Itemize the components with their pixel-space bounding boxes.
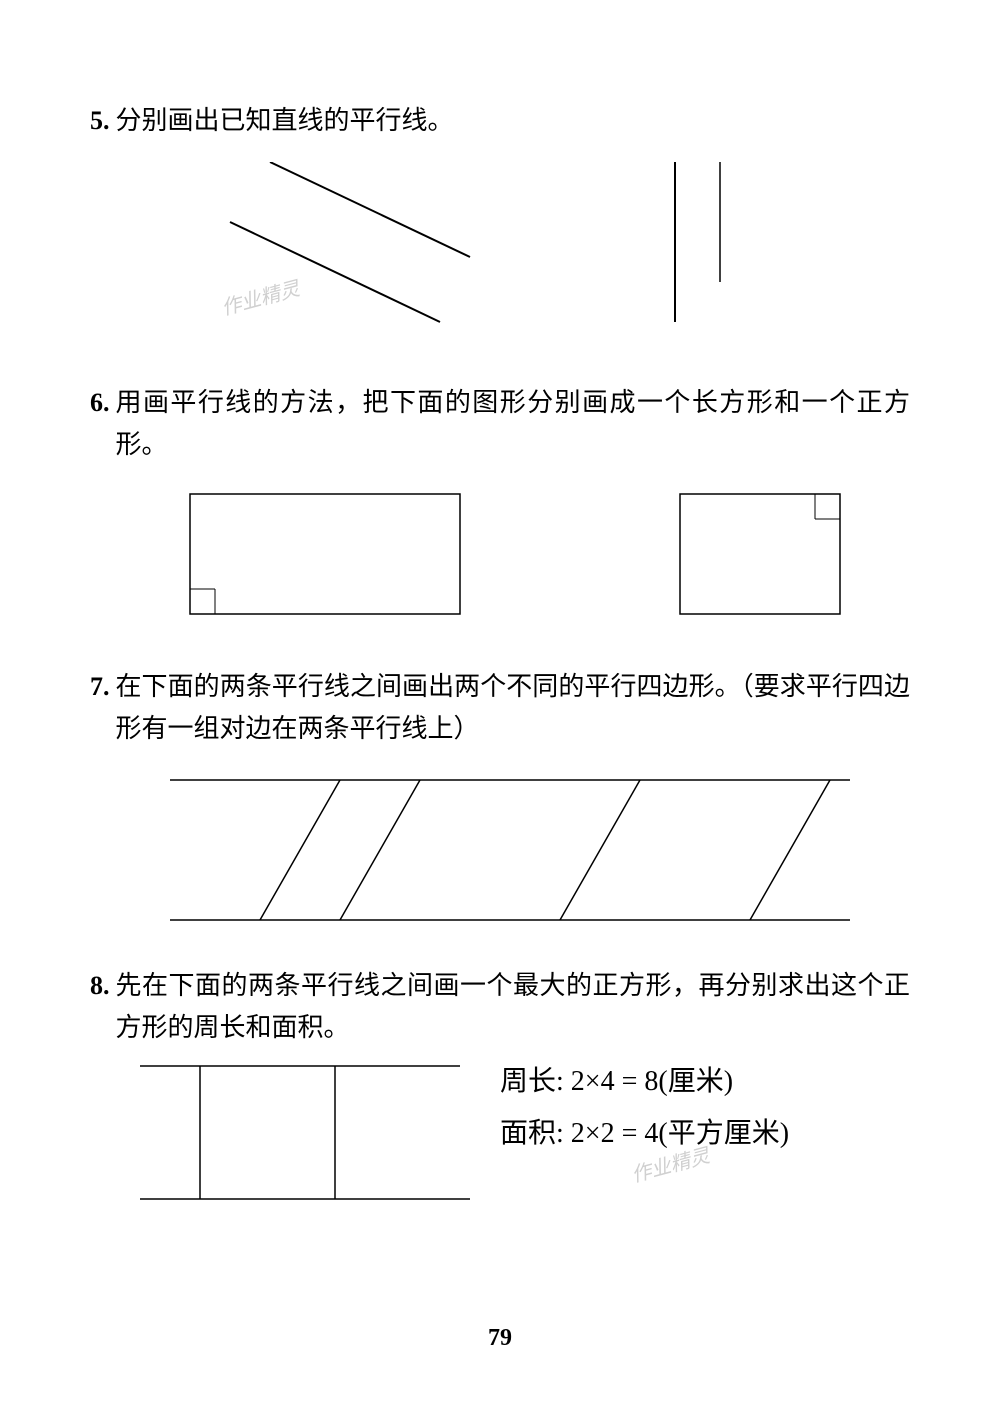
figure-q6	[130, 486, 910, 626]
svg-parallelograms	[130, 770, 890, 930]
question-7: 7. 在下面的两条平行线之间画出两个不同的平行四边形。（要求平行四边形有一组对边…	[90, 666, 910, 930]
page-number: 79	[488, 1325, 512, 1352]
question-number: 5.	[90, 100, 110, 142]
question-5-text: 5. 分别画出已知直线的平行线。	[90, 100, 910, 142]
question-number: 6.	[90, 382, 110, 424]
question-8: 8. 先在下面的两条平行线之间画一个最大的正方形，再分别求出这个正方形的周长和面…	[90, 965, 910, 1204]
figure-q7	[130, 770, 910, 930]
question-8-text: 8. 先在下面的两条平行线之间画一个最大的正方形，再分别求出这个正方形的周长和面…	[90, 965, 910, 1049]
question-5: 5. 分别画出已知直线的平行线。 作业精灵	[90, 100, 910, 342]
perimeter-label: 周长:	[500, 1066, 564, 1097]
area-label: 面积:	[500, 1118, 564, 1149]
svg-rectangles	[130, 486, 890, 626]
question-body: 先在下面的两条平行线之间画一个最大的正方形，再分别求出这个正方形的周长和面积。	[116, 965, 911, 1049]
figure-q8	[130, 1054, 470, 1204]
question-body: 在下面的两条平行线之间画出两个不同的平行四边形。（要求平行四边形有一组对边在两条…	[116, 666, 911, 750]
question-6: 6. 用画平行线的方法，把下面的图形分别画成一个长方形和一个正方形。	[90, 382, 910, 626]
question-number: 8.	[90, 965, 110, 1007]
svg-parallel-lines	[130, 162, 850, 342]
answer-q8: 周长: 2×4 = 8(厘米) 面积: 2×2 = 4(平方厘米) 作业精灵	[500, 1059, 789, 1151]
question-body: 分别画出已知直线的平行线。	[116, 100, 911, 142]
question-number: 7.	[90, 666, 110, 708]
area-line: 面积: 2×2 = 4(平方厘米)	[500, 1111, 789, 1151]
area-calc: 2×2 = 4(平方厘米)	[571, 1118, 789, 1149]
question-body: 用画平行线的方法，把下面的图形分别画成一个长方形和一个正方形。	[116, 382, 911, 466]
perimeter-calc: 2×4 = 8(厘米)	[571, 1066, 733, 1097]
figure-q5: 作业精灵	[130, 162, 910, 342]
question-6-text: 6. 用画平行线的方法，把下面的图形分别画成一个长方形和一个正方形。	[90, 382, 910, 466]
question-7-text: 7. 在下面的两条平行线之间画出两个不同的平行四边形。（要求平行四边形有一组对边…	[90, 666, 910, 750]
svg-square	[130, 1054, 470, 1204]
perimeter-line: 周长: 2×4 = 8(厘米)	[500, 1059, 789, 1099]
